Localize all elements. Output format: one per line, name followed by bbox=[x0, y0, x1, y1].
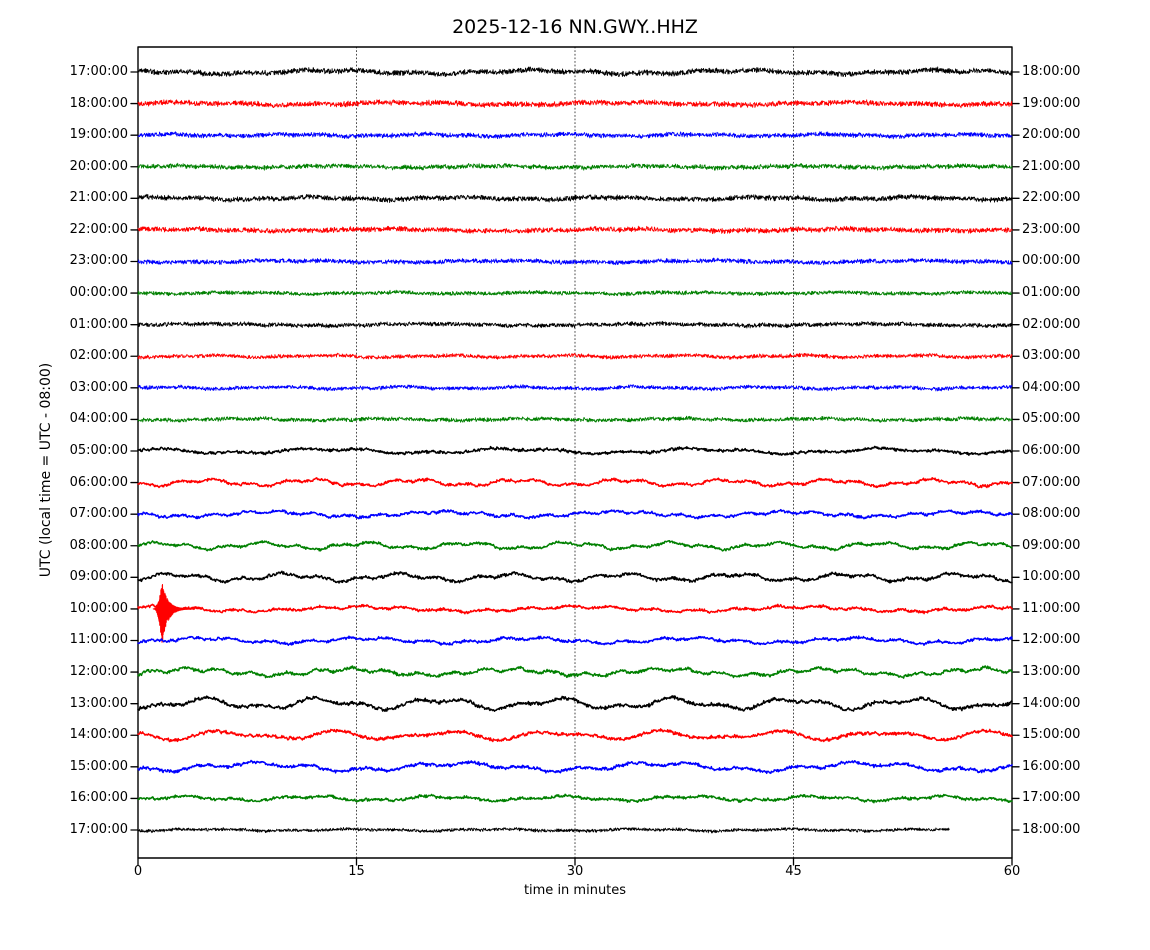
local-time-label: 17:00:00 bbox=[1022, 790, 1081, 806]
utc-time-label: 22:00:00 bbox=[69, 221, 128, 237]
x-tick-label: 30 bbox=[566, 864, 584, 879]
utc-time-label: 04:00:00 bbox=[69, 411, 128, 427]
local-time-label: 01:00:00 bbox=[1022, 285, 1081, 301]
utc-time-label: 06:00:00 bbox=[69, 474, 128, 490]
utc-time-label: 17:00:00 bbox=[69, 64, 128, 79]
utc-time-label: 23:00:00 bbox=[69, 253, 128, 269]
utc-time-label: 02:00:00 bbox=[69, 348, 128, 364]
utc-time-label: 14:00:00 bbox=[69, 727, 128, 743]
x-tick-label: 0 bbox=[133, 864, 143, 879]
local-time-label: 19:00:00 bbox=[1022, 95, 1081, 111]
utc-time-label: 09:00:00 bbox=[69, 569, 128, 585]
utc-time-label: 05:00:00 bbox=[69, 442, 128, 458]
local-time-label: 07:00:00 bbox=[1022, 474, 1081, 490]
local-time-label: 12:00:00 bbox=[1022, 632, 1081, 648]
utc-time-label: 17:00:00 bbox=[69, 821, 128, 837]
local-time-label: 15:00:00 bbox=[1022, 727, 1081, 743]
utc-time-label: 08:00:00 bbox=[69, 537, 128, 553]
x-axis-label: time in minutes bbox=[523, 883, 627, 898]
local-time-label: 18:00:00 bbox=[1022, 64, 1081, 79]
utc-time-label: 03:00:00 bbox=[69, 379, 128, 395]
utc-time-label: 15:00:00 bbox=[69, 758, 128, 774]
local-time-label: 00:00:00 bbox=[1022, 253, 1081, 269]
local-time-label: 08:00:00 bbox=[1022, 506, 1081, 522]
local-time-label: 13:00:00 bbox=[1022, 664, 1081, 680]
utc-time-label: 13:00:00 bbox=[69, 695, 128, 711]
utc-time-label: 10:00:00 bbox=[69, 600, 128, 616]
local-time-label: 21:00:00 bbox=[1022, 158, 1081, 174]
utc-time-label: 11:00:00 bbox=[69, 632, 128, 648]
local-time-label: 09:00:00 bbox=[1022, 537, 1081, 553]
x-tick-label: 15 bbox=[348, 864, 365, 879]
utc-time-label: 18:00:00 bbox=[69, 95, 128, 111]
utc-time-label: 20:00:00 bbox=[69, 158, 128, 174]
local-time-label: 03:00:00 bbox=[1022, 348, 1081, 364]
local-time-label: 11:00:00 bbox=[1022, 600, 1081, 616]
local-time-label: 23:00:00 bbox=[1022, 221, 1081, 237]
utc-time-label: 12:00:00 bbox=[69, 664, 128, 680]
local-time-label: 18:00:00 bbox=[1022, 821, 1081, 837]
local-time-label: 02:00:00 bbox=[1022, 316, 1081, 332]
local-time-label: 06:00:00 bbox=[1022, 442, 1081, 458]
utc-time-label: 07:00:00 bbox=[69, 506, 128, 522]
utc-time-label: 00:00:00 bbox=[69, 285, 128, 301]
utc-time-label: 16:00:00 bbox=[69, 790, 128, 806]
utc-time-label: 19:00:00 bbox=[69, 127, 128, 143]
utc-time-label: 21:00:00 bbox=[69, 190, 128, 206]
local-time-label: 10:00:00 bbox=[1022, 569, 1081, 585]
local-time-label: 05:00:00 bbox=[1022, 411, 1081, 427]
x-tick-label: 45 bbox=[785, 864, 802, 879]
utc-time-label: 01:00:00 bbox=[69, 316, 128, 332]
local-time-label: 16:00:00 bbox=[1022, 758, 1081, 774]
x-tick-label: 60 bbox=[1003, 864, 1021, 879]
local-time-label: 22:00:00 bbox=[1022, 190, 1081, 206]
local-time-label: 14:00:00 bbox=[1022, 695, 1081, 711]
local-time-label: 04:00:00 bbox=[1022, 379, 1081, 395]
local-time-label: 20:00:00 bbox=[1022, 127, 1081, 143]
